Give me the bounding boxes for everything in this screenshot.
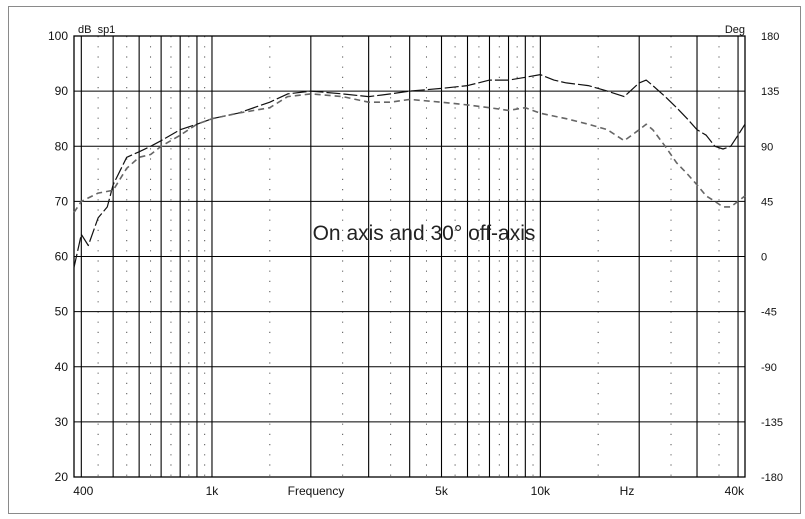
chart-frame	[8, 6, 801, 514]
y2-tick-label: -180	[761, 472, 783, 484]
x-axis-ticks: 400 1k 5k 10k 40k	[73, 484, 745, 498]
plot-area-border	[73, 35, 746, 478]
x-tick-label: 1k	[206, 484, 220, 498]
minor-grid	[97, 36, 720, 477]
y2-tick-label: 0	[761, 252, 767, 264]
x-unit-label: Hz	[620, 484, 635, 498]
major-grid	[74, 35, 745, 478]
y2-tick-label: 90	[761, 141, 773, 153]
y2-tick-label: 45	[761, 196, 773, 208]
series-line-1	[73, 74, 746, 268]
y2-tick-label: 135	[761, 86, 779, 98]
y2-tick-label: -45	[761, 307, 777, 319]
y2-axis-ticks: -180 -135 -90 -45 0 45 90 135 180	[761, 31, 783, 484]
x-tick-label: 5k	[435, 484, 449, 498]
y-tick-label: 100	[48, 29, 68, 43]
y-axis-ticks: 20 30 40 50 60 70 80 90 100	[48, 29, 68, 484]
y-tick-label: 90	[55, 84, 69, 98]
y2-tick-label: -135	[761, 417, 783, 429]
chart-annotation: On axis and 30° off-axis	[313, 222, 536, 245]
y-axis-label: dB sp1	[78, 24, 115, 36]
x-tick-label: 400	[73, 484, 93, 498]
y-tick-label: 50	[55, 305, 69, 319]
y2-tick-label: 180	[761, 31, 779, 43]
y2-axis-label: Deg	[725, 24, 745, 36]
y-tick-label: 60	[55, 250, 69, 264]
y-tick-label: 70	[55, 194, 69, 208]
y-tick-label: 80	[55, 139, 69, 153]
series-line-2	[73, 93, 746, 213]
x-tick-label: 40k	[725, 484, 745, 498]
y-tick-label: 30	[55, 415, 69, 429]
y-tick-label: 20	[55, 470, 69, 484]
series-layer	[73, 74, 746, 268]
y2-tick-label: -90	[761, 362, 777, 374]
x-axis-label: Frequency	[288, 484, 345, 498]
y-tick-label: 40	[55, 360, 69, 374]
x-tick-label: 10k	[531, 484, 551, 498]
